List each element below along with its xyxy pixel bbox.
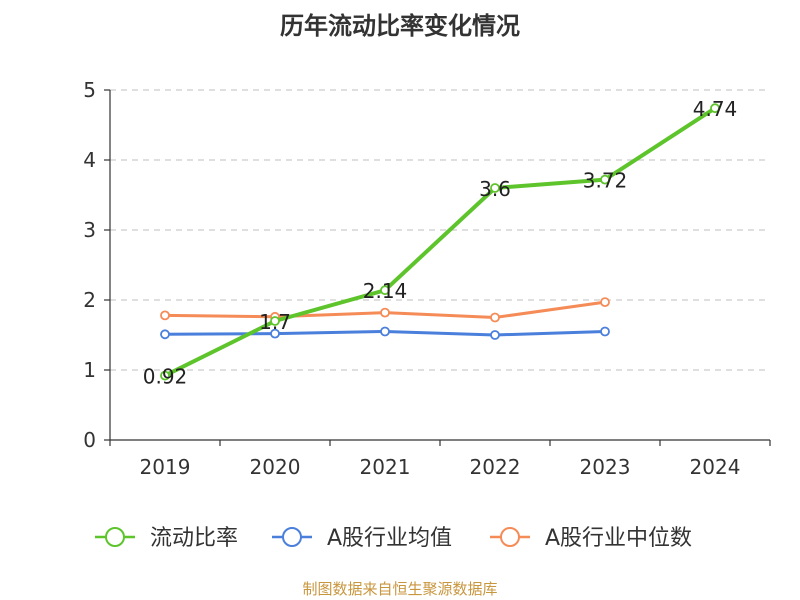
series-point-2[interactable]: [490, 312, 500, 323]
series-point-0[interactable]: [710, 103, 720, 114]
data-label: 3.6: [479, 177, 511, 201]
series-line-0: [163, 106, 717, 378]
series-point-0[interactable]: [270, 316, 280, 326]
legend-label: A股行业中位数: [545, 526, 692, 551]
series-point-2[interactable]: [160, 310, 170, 321]
grid-lines: [110, 89, 770, 371]
series-point-0[interactable]: [600, 174, 610, 185]
legend-label: A股行业均值: [327, 526, 452, 551]
legend-item-1[interactable]: A股行业均值: [272, 526, 452, 551]
chart-title: 历年流动比率变化情况: [280, 12, 520, 40]
data-label: 1.7: [259, 310, 291, 334]
x-tick-label: 2023: [580, 455, 631, 479]
data-label: 3.72: [583, 169, 628, 193]
series-point-1[interactable]: [270, 328, 280, 339]
series-point-1[interactable]: [600, 326, 610, 337]
legend-label: 流动比率: [150, 526, 238, 551]
x-tick-label: 2020: [250, 455, 301, 479]
y-tick-label: 3: [83, 218, 96, 242]
x-tick-label: 2024: [690, 455, 741, 479]
data-label: 0.92: [143, 365, 188, 389]
series-point-2[interactable]: [380, 307, 390, 318]
x-tick-label: 2019: [140, 455, 191, 479]
x-tick-label: 2021: [360, 455, 411, 479]
source-note: 制图数据来自恒生聚源数据库: [302, 580, 498, 598]
series-point-1[interactable]: [160, 329, 170, 340]
series-lines: [160, 103, 720, 381]
legend-marker: [500, 527, 520, 547]
data-label: 2.14: [363, 279, 408, 303]
x-tick-label: 2022: [470, 455, 521, 479]
y-tick-label: 5: [83, 78, 96, 102]
data-labels: 0.92 1.7 2.14 3.6 3.72 4.74: [143, 97, 738, 388]
y-tick-label: 2: [83, 288, 96, 312]
y-tick-label: 1: [83, 358, 96, 382]
data-label: 4.74: [693, 97, 738, 121]
axes: 0 1 2 3 4 5 2019 2020 2021 2022 2023 2024: [83, 78, 771, 479]
series-point-0[interactable]: [380, 285, 390, 296]
series-point-1[interactable]: [380, 326, 390, 337]
y-tick-label: 0: [83, 428, 96, 452]
legend-item-0[interactable]: 流动比率: [95, 526, 238, 551]
series-point-1[interactable]: [490, 330, 500, 340]
legend-marker: [105, 527, 125, 547]
legend[interactable]: 流动比率 A股行业均值 A股行业中位数: [95, 526, 692, 551]
series-point-0[interactable]: [490, 183, 500, 193]
series-point-0[interactable]: [160, 370, 170, 381]
legend-item-2[interactable]: A股行业中位数: [490, 526, 692, 551]
y-tick-label: 4: [83, 148, 96, 172]
legend-marker: [282, 527, 302, 547]
series-point-2[interactable]: [600, 297, 610, 308]
